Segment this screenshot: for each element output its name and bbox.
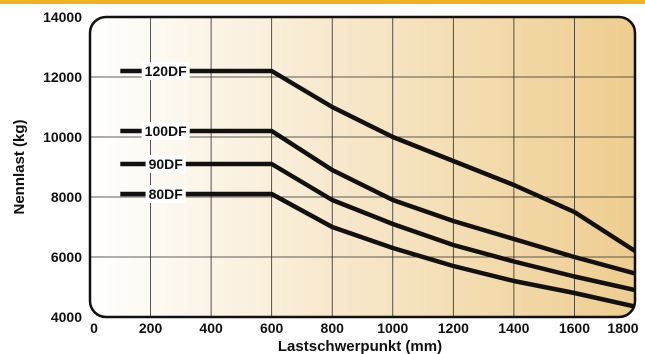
- series-line-120DF: [120, 68, 635, 253]
- y-tick-label-6000: 6000: [51, 249, 82, 265]
- x-tick-label-600: 600: [260, 320, 284, 336]
- y-tick-label-10000: 10000: [43, 129, 82, 145]
- y-tick-label-12000: 12000: [43, 69, 82, 85]
- series-line-100DF: [120, 128, 635, 276]
- x-tick-label-0: 0: [90, 320, 98, 336]
- x-tick-label-1000: 1000: [377, 320, 408, 336]
- x-tick-label-1600: 1600: [559, 320, 590, 336]
- x-tick-label-800: 800: [321, 320, 345, 336]
- series-label-120DF: 120DF: [145, 63, 187, 79]
- y-tick-label-4000: 4000: [51, 309, 82, 325]
- x-axis-title: Lastschwerpunkt (mm): [278, 338, 442, 354]
- series-label-100DF: 100DF: [145, 123, 187, 139]
- x-tick-label-1800: 1800: [607, 320, 638, 336]
- series-label-bg-90DF: [145, 155, 186, 173]
- x-tick-label-400: 400: [199, 320, 223, 336]
- x-tick-label-1400: 1400: [498, 320, 529, 336]
- series-label-80DF: 80DF: [149, 186, 184, 202]
- x-tick-labels: 0 200 400 600 800 1000 1200 1400 1600 1800: [90, 320, 639, 336]
- series-label-bg-120DF: [141, 62, 190, 80]
- series-labels: 120DF 100DF 90DF 80DF: [141, 62, 190, 203]
- y-tick-label-14000: 14000: [43, 9, 82, 25]
- series-lines: [120, 68, 635, 309]
- y-tick-labels: 4000 6000 8000 10000 12000 14000: [43, 9, 82, 325]
- plot-frame: [88, 15, 637, 319]
- x-tick-label-200: 200: [139, 320, 163, 336]
- series-line-90DF: [120, 161, 635, 293]
- x-tick-label-1200: 1200: [438, 320, 469, 336]
- y-axis-title: Nennlast (kg): [11, 119, 28, 214]
- plot-background: [90, 17, 635, 317]
- series-label-bg-100DF: [141, 122, 190, 140]
- series-label-bg-80DF: [145, 185, 186, 203]
- y-tick-label-8000: 8000: [51, 189, 82, 205]
- series-line-80DF: [120, 191, 635, 309]
- series-label-90DF: 90DF: [149, 156, 184, 172]
- top-accent-bar: [0, 0, 645, 4]
